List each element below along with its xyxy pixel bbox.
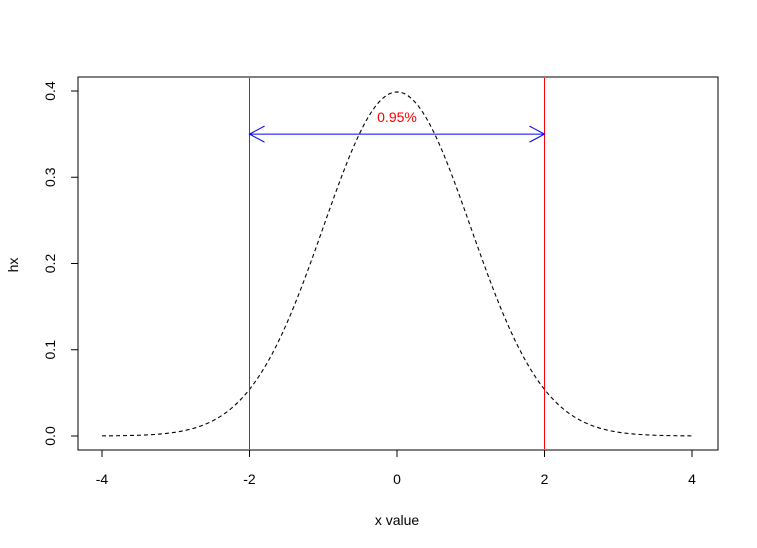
plot-marks: 0.95% [101, 78, 693, 449]
y-tick-label: 0.4 [42, 81, 58, 101]
x-tick-label: -4 [96, 471, 109, 487]
y-tick-label: 0.1 [42, 340, 58, 360]
x-tick-label: 0 [393, 471, 401, 487]
y-tick-label: 0.3 [42, 167, 58, 187]
x-axis-label: x value [375, 512, 420, 528]
x-tick-label: -2 [243, 471, 256, 487]
x-tick-label: 4 [688, 471, 696, 487]
x-tick-label: 2 [541, 471, 549, 487]
y-tick-label: 0.0 [42, 426, 58, 446]
y-axis: 0.0 0.1 0.2 0.3 0.4 [42, 81, 79, 446]
x-axis: -4 -2 0 2 4 [96, 449, 696, 487]
y-axis-label: hx [5, 258, 21, 273]
y-tick-label: 0.2 [42, 254, 58, 274]
arrow-head-right [529, 125, 546, 143]
arrow-head-left [248, 125, 265, 143]
density-curve [101, 91, 693, 437]
plot-frame [77, 76, 719, 451]
annotation-label: 0.95% [377, 109, 417, 125]
